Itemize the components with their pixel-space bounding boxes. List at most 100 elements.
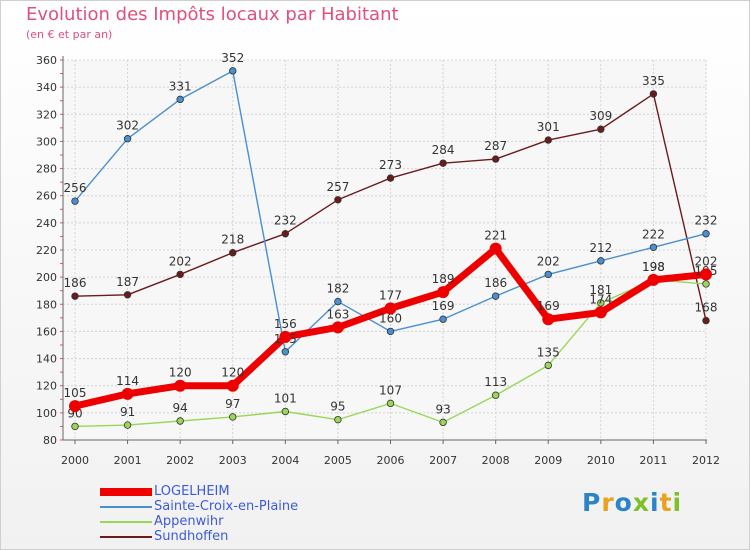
data-label-sainte-croix-en-plaine: 222: [642, 227, 665, 241]
data-point-sainte-croix-en-plaine: [649, 243, 658, 251]
data-point-sainte-croix-en-plaine: [123, 135, 132, 143]
data-point-sundhoffen: [229, 249, 237, 257]
y-tick-label: 280: [36, 163, 57, 176]
data-label-sainte-croix-en-plaine: 232: [695, 214, 718, 228]
data-label-logelheim: 221: [484, 229, 507, 243]
data-point-appenwihr: [439, 418, 447, 427]
x-tick-label: 2011: [639, 454, 667, 467]
y-tick-label: 360: [36, 54, 57, 67]
data-point-logelheim: [121, 387, 134, 400]
data-point-logelheim: [226, 379, 239, 392]
data-point-sainte-croix-en-plaine: [439, 315, 447, 323]
data-label-sainte-croix-en-plaine: 202: [537, 254, 560, 268]
data-label-sundhoffen: 218: [221, 233, 244, 247]
data-label-sundhoffen: 309: [589, 109, 612, 123]
data-point-appenwihr: [491, 391, 500, 399]
data-point-appenwihr: [123, 421, 132, 429]
data-point-logelheim: [384, 302, 397, 315]
data-point-logelheim: [594, 306, 607, 319]
data-label-sainte-croix-en-plaine: 169: [432, 299, 455, 313]
data-point-logelheim: [437, 286, 450, 299]
logo-letter: P: [582, 488, 602, 517]
data-point-appenwihr: [71, 422, 79, 431]
data-label-sainte-croix-en-plaine: 212: [589, 241, 612, 255]
data-point-logelheim: [542, 313, 555, 326]
y-tick-label: 260: [36, 190, 57, 203]
legend-label-sainte-croix-en-plaine: Sainte-Croix-en-Plaine: [154, 499, 299, 514]
y-tick-label: 80: [43, 434, 57, 447]
data-label-logelheim: 120: [221, 366, 244, 380]
data-label-sundhoffen: 273: [379, 158, 402, 172]
data-point-sainte-croix-en-plaine: [71, 197, 79, 205]
data-label-sainte-croix-en-plaine: 160: [379, 311, 402, 325]
y-tick-label: 160: [36, 325, 57, 338]
data-label-appenwihr: 91: [120, 405, 135, 419]
data-point-sundhoffen: [491, 155, 500, 163]
x-tick-label: 2009: [534, 454, 562, 467]
data-label-logelheim: 156: [274, 317, 297, 331]
logo-letter: t: [659, 488, 673, 517]
data-label-sundhoffen: 187: [116, 275, 139, 289]
chart-title: Evolution des Impôts locaux par Habitant: [26, 4, 399, 25]
data-point-sundhoffen: [71, 292, 79, 300]
data-label-sainte-croix-en-plaine: 182: [326, 282, 349, 296]
logo-letter: x: [632, 488, 650, 517]
legend-label-appenwihr: Appenwihr: [154, 514, 224, 529]
legend-label-logelheim: LOGELHEIM: [154, 484, 230, 499]
x-tick-label: 2008: [482, 454, 510, 467]
x-tick-label: 2007: [429, 454, 457, 467]
data-point-appenwihr: [386, 399, 395, 408]
x-tick-label: 2003: [219, 454, 247, 467]
logo-letter: r: [601, 488, 615, 517]
data-point-sundhoffen: [439, 159, 447, 167]
legend-label-sundhoffen: Sundhoffen: [154, 529, 229, 544]
data-point-appenwihr: [544, 361, 552, 370]
data-label-logelheim: 189: [432, 272, 455, 286]
line-chart: 80 100 120 140 160 180 200 220 240 260 280 300 320 34…: [36, 51, 720, 467]
data-label-sundhoffen: 186: [64, 276, 87, 290]
data-point-appenwihr: [334, 415, 342, 424]
x-tick-label: 2010: [587, 454, 615, 467]
data-label-logelheim: 174: [589, 292, 612, 306]
y-tick-label: 180: [36, 298, 57, 311]
data-label-appenwihr: 95: [330, 400, 345, 414]
data-point-sundhoffen: [649, 90, 658, 98]
data-label-sundhoffen: 257: [326, 180, 349, 194]
y-tick-label: 100: [36, 407, 57, 420]
data-point-sundhoffen: [281, 230, 290, 238]
data-label-logelheim: 198: [642, 260, 665, 274]
legend-swatch-logelheim: [100, 488, 152, 496]
data-point-sundhoffen: [386, 174, 395, 182]
data-label-sundhoffen: 284: [432, 143, 455, 157]
data-label-appenwihr: 97: [225, 397, 240, 411]
data-point-sundhoffen: [544, 136, 552, 144]
data-point-sundhoffen: [123, 291, 132, 299]
data-point-appenwihr: [176, 417, 184, 425]
data-point-logelheim: [69, 400, 81, 413]
data-point-appenwihr: [281, 407, 290, 416]
data-label-appenwihr: 101: [274, 392, 297, 406]
data-label-logelheim: 163: [326, 307, 349, 321]
legend-swatch-sundhoffen: [100, 536, 152, 538]
data-point-sainte-croix-en-plaine: [702, 230, 710, 238]
data-label-appenwihr: 113: [484, 375, 507, 389]
data-point-sainte-croix-en-plaine: [544, 270, 552, 279]
data-point-logelheim: [174, 379, 187, 392]
data-point-logelheim: [331, 321, 344, 334]
y-tick-label: 220: [36, 244, 57, 257]
x-tick-label: 2012: [692, 454, 720, 467]
data-point-sainte-croix-en-plaine: [176, 95, 184, 104]
data-point-logelheim: [489, 242, 502, 255]
data-point-logelheim: [279, 330, 292, 343]
data-point-sundhoffen: [176, 270, 184, 279]
chart-subtitle: (en € et par an): [26, 28, 113, 41]
y-tick-label: 200: [36, 271, 57, 284]
logo-letter: i: [672, 488, 683, 517]
data-label-appenwihr: 135: [537, 345, 560, 359]
data-label-sainte-croix-en-plaine: 186: [484, 276, 507, 290]
data-label-logelheim: 120: [169, 366, 192, 380]
logo-letter: i: [650, 488, 660, 517]
x-tick-label: 2002: [166, 454, 194, 467]
x-tick-label: 2004: [271, 454, 299, 467]
data-point-sundhoffen: [597, 125, 605, 133]
